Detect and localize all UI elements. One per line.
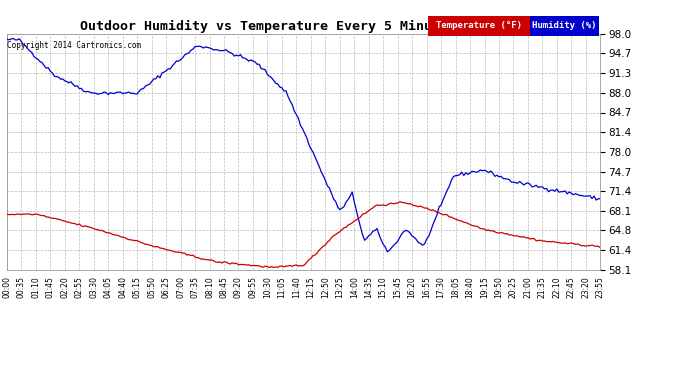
Text: Humidity (%): Humidity (%) xyxy=(532,21,597,30)
Title: Outdoor Humidity vs Temperature Every 5 Minutes 20140812: Outdoor Humidity vs Temperature Every 5 … xyxy=(79,20,528,33)
Text: Temperature (°F): Temperature (°F) xyxy=(436,21,522,30)
Text: Copyright 2014 Cartronics.com: Copyright 2014 Cartronics.com xyxy=(8,41,141,50)
